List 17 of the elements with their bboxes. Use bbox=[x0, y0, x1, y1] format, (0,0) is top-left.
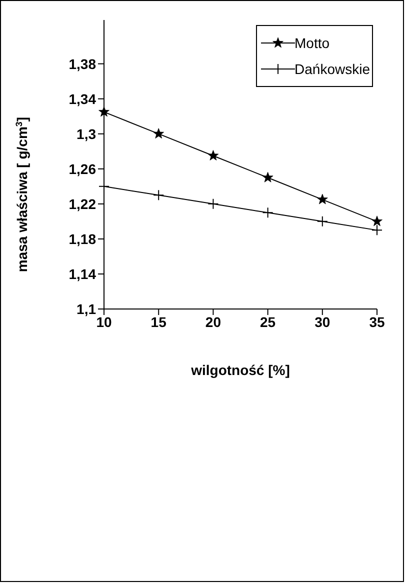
x-tick-label: 35 bbox=[369, 314, 385, 330]
x-tick-label: 20 bbox=[205, 314, 222, 330]
legend-label: Motto bbox=[294, 35, 330, 51]
x-tick-label: 15 bbox=[150, 314, 167, 330]
x-tick-label: 25 bbox=[260, 314, 276, 330]
x-tick-label: 10 bbox=[96, 314, 112, 330]
y-tick-label: 1,1 bbox=[76, 300, 96, 317]
y-tick-label: 1,18 bbox=[68, 230, 96, 247]
x-tick-label: 30 bbox=[314, 314, 330, 330]
y-tick-label: 1,26 bbox=[68, 160, 96, 177]
y-tick-label: 1,34 bbox=[68, 90, 96, 107]
y-tick-label: 1,14 bbox=[68, 266, 96, 282]
y-tick-label: 1,22 bbox=[68, 196, 96, 212]
y-tick-label: 1,38 bbox=[68, 56, 96, 72]
y-tick-label: 1,3 bbox=[76, 126, 96, 142]
x-axis-title: wilgotność [%] bbox=[190, 362, 290, 378]
legend-label: Dańkowskie bbox=[294, 61, 370, 77]
